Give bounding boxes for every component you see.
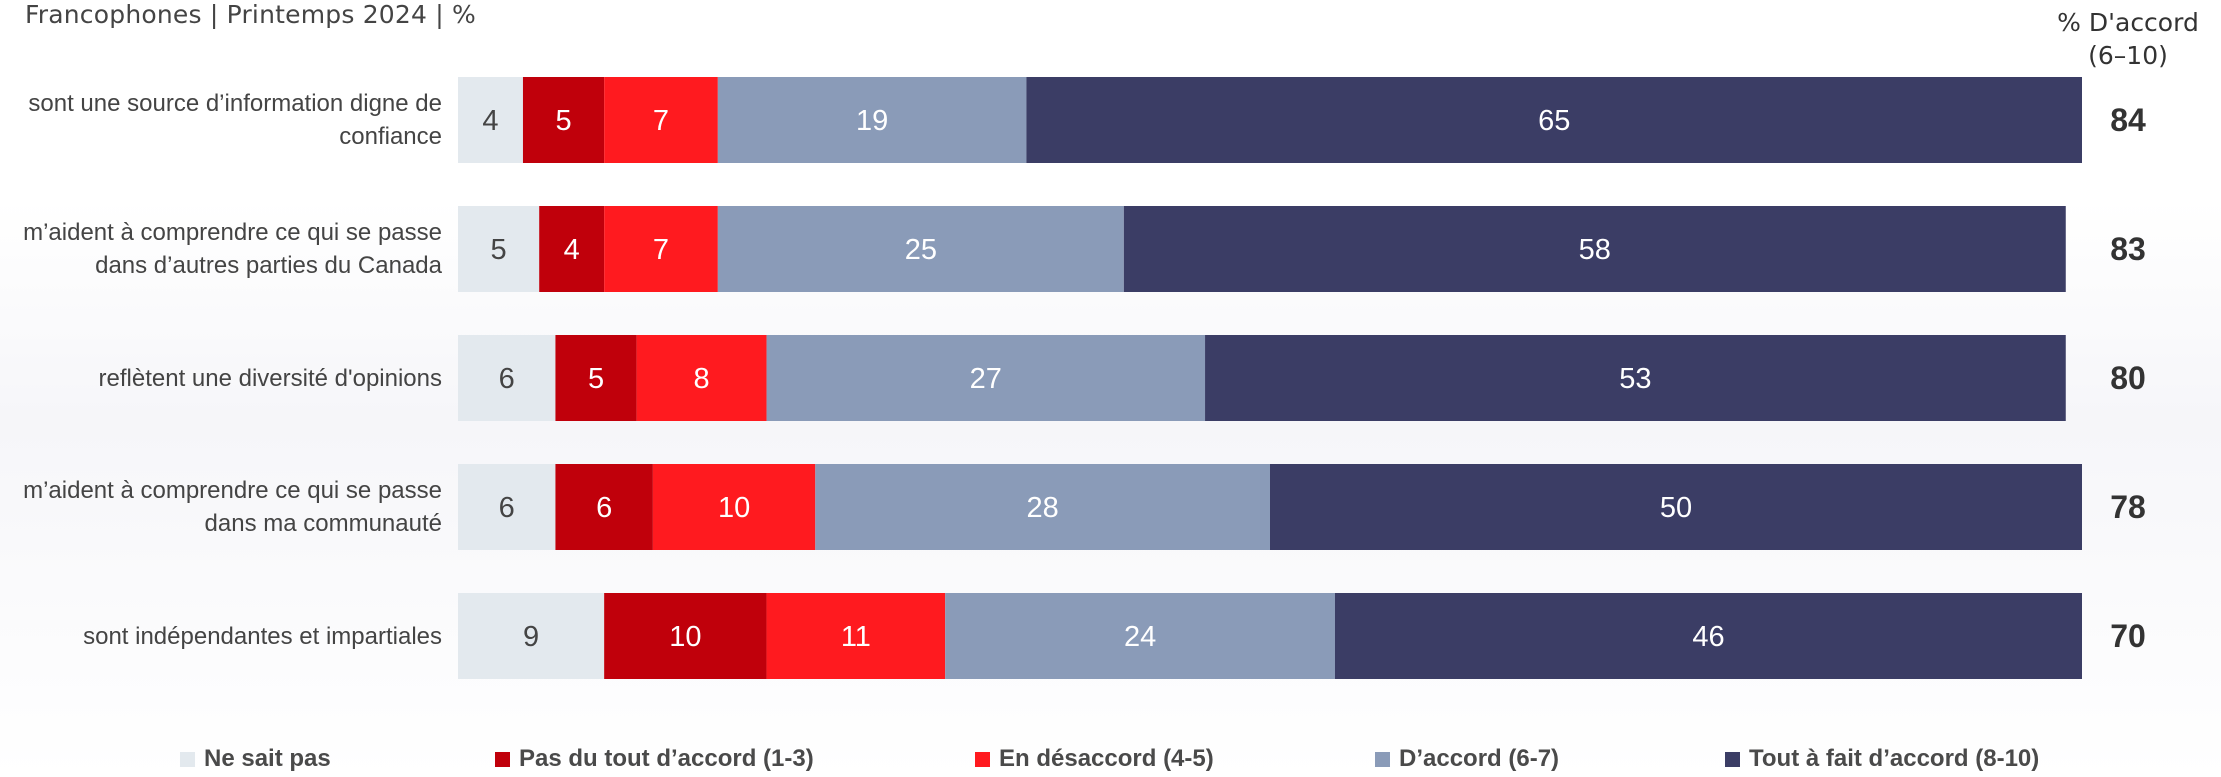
bar-segment xyxy=(555,464,653,550)
total-agree-value: 78 xyxy=(2110,489,2146,525)
total-agree-value: 80 xyxy=(2110,360,2146,396)
bar-segment xyxy=(458,335,556,421)
bar-value-label: 58 xyxy=(1579,234,1611,266)
bar-segment xyxy=(717,206,1124,292)
bar-value-label: 11 xyxy=(841,621,871,653)
category-label-text: sont une source d’information digne de co… xyxy=(28,87,442,153)
bar-segment xyxy=(815,464,1270,550)
legend-label: D’accord (6-7) xyxy=(1399,745,1560,772)
bar-segment xyxy=(1205,335,2066,421)
bar-segment xyxy=(1026,77,2082,163)
bar-segment xyxy=(636,335,767,421)
bar-value-label: 9 xyxy=(523,621,539,653)
category-label-line: sont une source d’information digne de xyxy=(28,90,442,117)
bar-segment xyxy=(1270,464,2082,550)
totals-header-line1: % D'accord xyxy=(2057,8,2199,37)
category-label-line: m’aident à comprendre ce qui se passe xyxy=(23,477,442,504)
bar-value-label: 6 xyxy=(499,363,515,395)
legend-item: Ne sait pas xyxy=(180,745,331,773)
chart-subtitle: Francophones | Printemps 2024 | % xyxy=(25,0,476,29)
bar-segment xyxy=(458,206,540,292)
bar-segment xyxy=(458,77,523,163)
category-label: sont une source d’information digne de co… xyxy=(0,77,442,163)
legend-label: Tout à fait d’accord (8-10) xyxy=(1749,745,2040,772)
bar-value-label: 27 xyxy=(970,363,1002,395)
bar-segment xyxy=(522,77,605,163)
bar-segment xyxy=(652,464,816,550)
legend-label: Pas du tout d’accord (1-3) xyxy=(519,745,814,772)
bar-segment xyxy=(604,206,718,292)
category-label-text: sont indépendantes et impartiales xyxy=(83,620,442,653)
category-label: m’aident à comprendre ce qui se passe dan… xyxy=(0,206,442,292)
totals-column-header: % D'accord (6–10) xyxy=(2040,6,2216,72)
bar-value-label: 65 xyxy=(1538,105,1570,137)
legend-swatch xyxy=(975,751,990,767)
bar-value-label: 25 xyxy=(905,234,937,266)
bar-value-label: 53 xyxy=(1619,363,1651,395)
bar-value-label: 5 xyxy=(555,105,571,137)
legend-item: Pas du tout d’accord (1-3) xyxy=(495,745,814,773)
bar-segment xyxy=(945,593,1335,679)
bar-segment xyxy=(1123,206,2066,292)
bar-segment xyxy=(766,335,1206,421)
bar-value-label: 10 xyxy=(669,621,701,653)
bar-value-label: 4 xyxy=(482,105,498,137)
category-label: sont indépendantes et impartiales xyxy=(0,593,442,679)
total-agree-value: 84 xyxy=(2110,102,2146,138)
category-label: m’aident à comprendre ce qui se passe dan… xyxy=(0,464,442,550)
legend-item: Tout à fait d’accord (8-10) xyxy=(1725,745,2039,773)
category-label-line: reflètent une diversité d'opinions xyxy=(98,364,442,392)
bar-value-label: 28 xyxy=(1027,492,1059,524)
legend-swatch xyxy=(495,751,510,767)
stacked-bar-chart: 4 5 7 19 65 845 4 7 25 58 836 5 8 27 53 806 6 10 28 50 789 10… xyxy=(458,77,2146,679)
legend-label: En désaccord (4-5) xyxy=(999,745,1214,772)
category-label: reflètent une diversité d'opinions xyxy=(0,335,442,421)
bar-value-label: 6 xyxy=(499,492,515,524)
bar-value-label: 24 xyxy=(1124,621,1156,653)
category-label-line: confiance xyxy=(339,123,442,150)
bar-value-label: 4 xyxy=(564,234,580,266)
legend-item: En désaccord (4-5) xyxy=(975,745,1214,773)
bar-segment xyxy=(539,206,605,292)
bar-segment xyxy=(458,464,556,550)
category-label-line: dans d’autres parties du Canada xyxy=(95,252,442,279)
bar-segment xyxy=(458,593,605,679)
legend-item: D’accord (6-7) xyxy=(1375,745,1559,773)
total-agree-value: 83 xyxy=(2110,231,2146,267)
bar-value-label: 46 xyxy=(1692,621,1724,653)
legend-swatch xyxy=(180,751,195,767)
bar-segment xyxy=(555,335,637,421)
bar-segment xyxy=(604,77,718,163)
bar-value-label: 10 xyxy=(718,492,750,524)
category-label-line: dans ma communauté xyxy=(204,510,442,537)
totals-header-line2: (6–10) xyxy=(2088,41,2168,70)
category-label-line: sont indépendantes et impartiales xyxy=(83,622,442,650)
bar-value-label: 6 xyxy=(596,492,612,524)
total-agree-value: 70 xyxy=(2110,618,2146,654)
legend-label: Ne sait pas xyxy=(204,745,331,772)
bar-segment xyxy=(766,593,946,679)
bar-value-label: 5 xyxy=(491,234,507,266)
legend-swatch xyxy=(1375,751,1390,767)
bar-segment xyxy=(1334,593,2082,679)
bar-value-label: 7 xyxy=(653,234,669,266)
bar-value-label: 7 xyxy=(653,105,669,137)
category-label-text: m’aident à comprendre ce qui se passe dan… xyxy=(23,216,442,282)
category-label-text: m’aident à comprendre ce qui se passe dan… xyxy=(23,474,442,540)
category-label-line: m’aident à comprendre ce qui se passe xyxy=(23,219,442,246)
bar-value-label: 50 xyxy=(1660,492,1692,524)
category-label-text: reflètent une diversité d'opinions xyxy=(99,362,442,395)
bar-value-label: 5 xyxy=(588,363,604,395)
bar-value-label: 19 xyxy=(856,105,888,137)
legend-swatch xyxy=(1725,751,1740,767)
chart-legend: Ne sait pas Pas du tout d’accord (1-3) En … xyxy=(0,745,2221,777)
bar-segment xyxy=(604,593,767,679)
bar-value-label: 8 xyxy=(694,363,710,395)
bar-segment xyxy=(717,77,1027,163)
